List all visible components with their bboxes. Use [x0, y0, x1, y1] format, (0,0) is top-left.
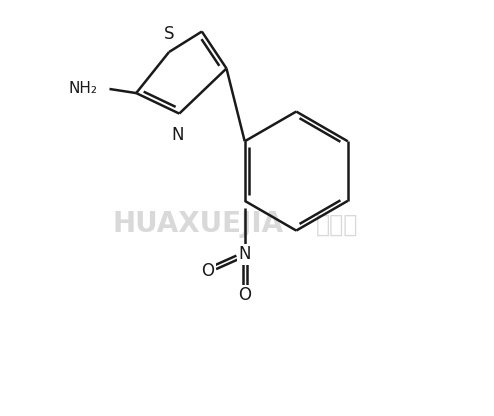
Text: N: N: [171, 126, 183, 144]
Text: NH₂: NH₂: [68, 82, 97, 97]
Text: S: S: [164, 25, 174, 43]
Text: 化学加: 化学加: [316, 213, 359, 236]
Text: O: O: [238, 286, 251, 304]
Text: HUAXUEJIA: HUAXUEJIA: [112, 210, 284, 238]
Text: O: O: [201, 262, 214, 280]
Text: N: N: [239, 245, 251, 263]
